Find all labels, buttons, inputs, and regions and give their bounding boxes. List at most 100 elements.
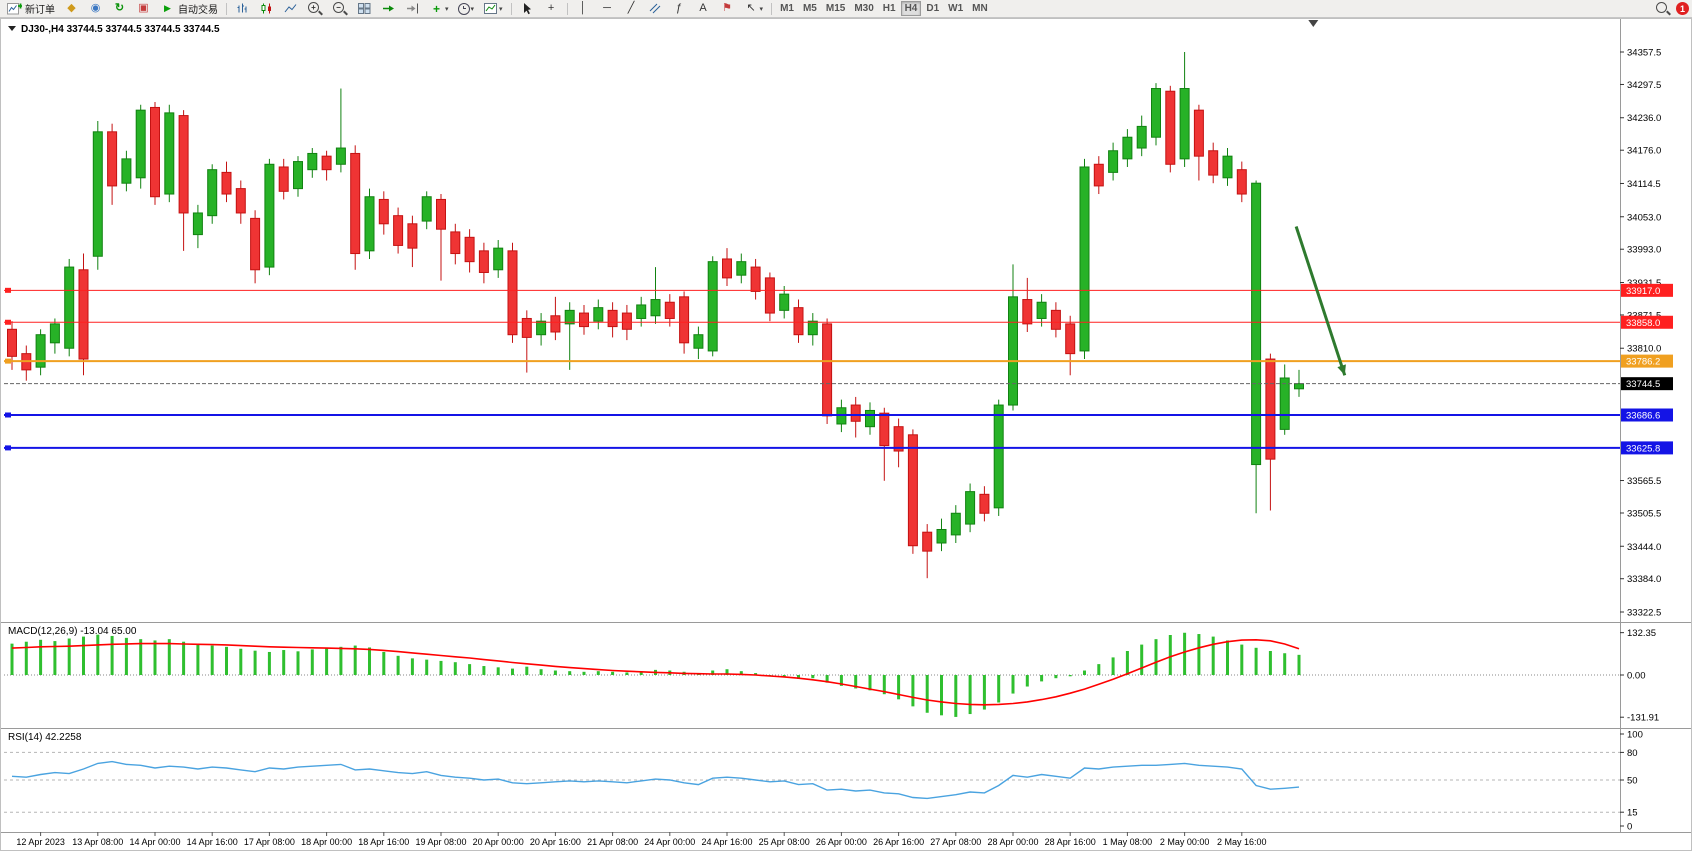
notification-badge[interactable]: 1 bbox=[1676, 2, 1689, 15]
timeframe-mn-button[interactable]: MN bbox=[968, 1, 992, 16]
timeframe-h1-button[interactable]: H1 bbox=[879, 1, 900, 16]
svg-text:33625.8: 33625.8 bbox=[1626, 443, 1660, 454]
text-tool-button[interactable]: A bbox=[692, 1, 715, 16]
zoom-out-button[interactable]: − bbox=[328, 1, 352, 16]
hline-price-label bbox=[1621, 441, 1673, 455]
svg-text:2 May 00:00: 2 May 00:00 bbox=[1160, 837, 1210, 847]
chevron-down-icon: ▾ bbox=[759, 5, 764, 13]
hline-handle[interactable] bbox=[5, 412, 11, 418]
flag-icon: ⚑ bbox=[722, 2, 732, 14]
play-icon: ▶ bbox=[164, 3, 171, 13]
collapse-triangle-icon bbox=[8, 26, 16, 31]
trendline-tool-button[interactable]: ╱ bbox=[620, 1, 643, 16]
tile-windows-icon bbox=[357, 2, 372, 16]
vertical-line-tool-button[interactable]: │ bbox=[572, 1, 595, 16]
bar-chart-mode-button[interactable] bbox=[231, 1, 254, 16]
svg-text:21 Apr 08:00: 21 Apr 08:00 bbox=[587, 837, 638, 847]
svg-text:34297.5: 34297.5 bbox=[1627, 80, 1661, 91]
line-chart-mode-button[interactable] bbox=[279, 1, 302, 16]
chevron-down-icon: ▾ bbox=[499, 5, 503, 13]
new-order-label: 新订单 bbox=[25, 5, 55, 16]
timeframe-h4-button[interactable]: H4 bbox=[900, 1, 922, 16]
svg-text:0: 0 bbox=[1627, 822, 1632, 833]
current-price-label bbox=[1621, 377, 1673, 391]
svg-text:33858.0: 33858.0 bbox=[1626, 318, 1660, 329]
crosshair-tool-button[interactable]: + bbox=[540, 1, 563, 16]
auto-trading-button[interactable]: ▶ 自动交易 bbox=[156, 1, 222, 17]
svg-text:33810.0: 33810.0 bbox=[1627, 344, 1661, 355]
chevron-down-icon: ▾ bbox=[470, 5, 475, 13]
macd-pane: 132.35 0.00 -131.91 MACD(12,26,9) -13.04 65… bbox=[4, 626, 1659, 724]
clock-icon bbox=[457, 2, 470, 15]
svg-text:28 Apr 16:00: 28 Apr 16:00 bbox=[1045, 837, 1096, 847]
alert-button[interactable]: ▣ bbox=[132, 1, 155, 16]
search-button[interactable] bbox=[1651, 1, 1675, 16]
hline-price-label bbox=[1621, 315, 1673, 329]
symbol-ohlc-readout: DJ30-,H4 33744.5 33744.5 33744.5 33744.5 bbox=[21, 24, 220, 35]
chart-shift-icon bbox=[405, 2, 420, 16]
hline-handle[interactable] bbox=[5, 287, 11, 293]
horizontal-line-tool-button[interactable]: ─ bbox=[596, 1, 619, 16]
svg-text:27 Apr 08:00: 27 Apr 08:00 bbox=[930, 837, 981, 847]
svg-text:12 Apr 2023: 12 Apr 2023 bbox=[16, 837, 65, 847]
hline-price-label bbox=[1621, 283, 1673, 297]
timeframe-m1-button[interactable]: M1 bbox=[776, 1, 798, 16]
svg-text:34114.5: 34114.5 bbox=[1627, 179, 1661, 190]
fibonacci-tool-button[interactable]: ƒ bbox=[668, 1, 691, 16]
svg-text:33686.6: 33686.6 bbox=[1626, 410, 1660, 421]
price-axis[interactable]: 34357.5 34297.5 34236.0 34176.0 34114.5 34053… bbox=[1620, 48, 1673, 619]
svg-text:24 Apr 16:00: 24 Apr 16:00 bbox=[701, 837, 752, 847]
svg-text:132.35: 132.35 bbox=[1627, 628, 1656, 639]
toolbar-separator bbox=[566, 2, 568, 15]
arrow-annotation[interactable] bbox=[1294, 226, 1347, 376]
tile-windows-button[interactable] bbox=[353, 1, 376, 16]
channel-tool-button[interactable] bbox=[644, 1, 667, 16]
arrows-dropdown-button[interactable]: ↖ ▾ bbox=[740, 1, 768, 16]
rsi-line bbox=[11, 760, 1300, 800]
zoom-in-icon: + bbox=[308, 1, 319, 13]
badge-button[interactable]: ◆ bbox=[60, 1, 83, 16]
auto-scroll-icon bbox=[381, 2, 396, 16]
svg-text:33565.5: 33565.5 bbox=[1627, 476, 1661, 487]
indicators-dropdown-button[interactable]: + ▾ bbox=[425, 1, 453, 16]
svg-text:26 Apr 16:00: 26 Apr 16:00 bbox=[873, 837, 924, 847]
horizontal-lines-layer[interactable] bbox=[4, 287, 1620, 451]
time-axis[interactable]: 12 Apr 2023 13 Apr 08:00 14 Apr 00:00 14 Ap… bbox=[16, 832, 1267, 847]
fibonacci-icon: ƒ bbox=[675, 2, 683, 14]
candlestick-icon bbox=[259, 2, 274, 16]
periods-dropdown-button[interactable]: ▾ bbox=[454, 1, 479, 16]
channel-icon bbox=[648, 2, 663, 16]
zoom-out-icon: − bbox=[333, 1, 344, 13]
svg-text:19 Apr 08:00: 19 Apr 08:00 bbox=[415, 837, 466, 847]
refresh-button[interactable]: ↻ bbox=[108, 1, 131, 16]
hline-handle[interactable] bbox=[5, 445, 11, 451]
timeframe-w1-button[interactable]: W1 bbox=[944, 1, 967, 16]
auto-scroll-button[interactable] bbox=[377, 1, 400, 16]
timeframe-m15-button[interactable]: M15 bbox=[822, 1, 849, 16]
chart-shift-marker[interactable] bbox=[1308, 20, 1319, 27]
templates-dropdown-button[interactable]: ▾ bbox=[479, 1, 507, 16]
candlestick-mode-button[interactable] bbox=[255, 1, 278, 16]
new-order-button[interactable]: 新订单 bbox=[3, 1, 59, 16]
label-tool-button[interactable]: ⚑ bbox=[716, 1, 739, 16]
svg-text:1 May 08:00: 1 May 08:00 bbox=[1103, 837, 1153, 847]
community-button[interactable]: ◉ bbox=[84, 1, 107, 16]
cursor-tool-button[interactable] bbox=[516, 1, 539, 16]
hline-handle[interactable] bbox=[5, 319, 11, 325]
chart-shift-button[interactable] bbox=[401, 1, 424, 16]
svg-text:33931.5: 33931.5 bbox=[1627, 278, 1661, 289]
crosshair-icon: + bbox=[547, 2, 555, 14]
chart-canvas[interactable]: 132.35 0.00 -131.91 MACD(12,26,9) -13.04 65… bbox=[0, 18, 1692, 851]
hline-handle[interactable] bbox=[5, 358, 11, 364]
svg-text:33993.0: 33993.0 bbox=[1627, 245, 1661, 256]
timeframe-d1-button[interactable]: D1 bbox=[922, 1, 943, 16]
refresh-icon: ↻ bbox=[114, 2, 125, 14]
toolbar-separator bbox=[771, 2, 773, 15]
cursor-icon bbox=[520, 2, 535, 16]
rsi-label: RSI(14) 42.2258 bbox=[8, 732, 82, 743]
hline-price-label bbox=[1621, 408, 1673, 422]
svg-text:100: 100 bbox=[1627, 730, 1643, 741]
zoom-in-button[interactable]: + bbox=[303, 1, 327, 16]
timeframe-m5-button[interactable]: M5 bbox=[799, 1, 821, 16]
timeframe-m30-button[interactable]: M30 bbox=[850, 1, 877, 16]
